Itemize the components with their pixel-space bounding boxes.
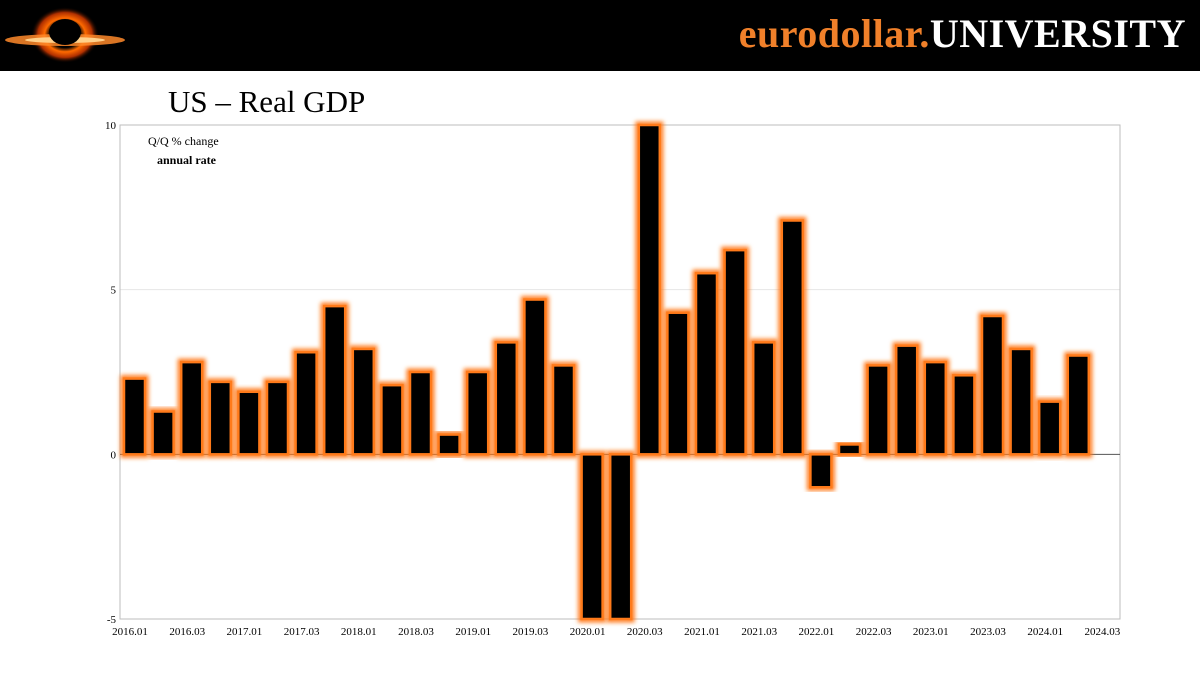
bar: [608, 453, 633, 621]
x-tick-label: 2024.01: [1027, 626, 1063, 638]
chart-title: US – Real GDP: [168, 84, 366, 119]
bar: [1037, 400, 1062, 456]
bar: [980, 314, 1005, 456]
y-tick-label: 5: [111, 285, 117, 297]
bar: [1066, 354, 1091, 456]
bar: [151, 410, 175, 456]
bar: [494, 341, 519, 456]
bar: [208, 380, 233, 456]
bar: [551, 364, 576, 456]
brand-part-university: UNIVERSITY: [929, 11, 1186, 56]
bar: [523, 298, 547, 456]
x-tick-label: 2022.01: [799, 626, 835, 638]
bar: [580, 453, 604, 621]
bar: [237, 390, 261, 456]
x-tick-label: 2018.01: [341, 626, 377, 638]
x-tick-label: 2019.01: [455, 626, 491, 638]
bar: [465, 370, 490, 456]
bar: [179, 360, 204, 456]
x-tick-label: 2017.03: [284, 626, 320, 638]
x-tick-label: 2017.01: [227, 626, 263, 638]
black-hole-logo-icon: [5, 7, 125, 63]
bar: [866, 364, 890, 456]
x-tick-label: 2019.03: [513, 626, 549, 638]
x-tick-label: 2023.01: [913, 626, 949, 638]
y-tick-label: 10: [105, 120, 117, 132]
x-tick-label: 2018.03: [398, 626, 434, 638]
bar: [694, 271, 719, 456]
x-tick-label: 2020.03: [627, 626, 663, 638]
x-tick-label: 2020.01: [570, 626, 606, 638]
bar: [351, 347, 376, 456]
bar: [809, 453, 833, 489]
y-tick-label: 0: [111, 449, 117, 461]
bar: [751, 341, 776, 456]
chart-annotation-rate: annual rate: [157, 153, 217, 167]
bar: [322, 304, 347, 456]
bar: [952, 374, 976, 456]
x-tick-label: 2016.01: [112, 626, 148, 638]
bar: [637, 123, 662, 456]
header-bar: eurodollar.UNIVERSITY: [0, 0, 1200, 71]
brand-part-eurodollar: eurodollar.: [738, 11, 930, 56]
bar: [380, 383, 404, 456]
bar: [122, 377, 147, 456]
x-tick-label: 2016.03: [169, 626, 205, 638]
x-tick-label: 2021.01: [684, 626, 720, 638]
bar: [923, 360, 948, 456]
bar: [408, 370, 433, 456]
bar: [780, 219, 805, 456]
bar: [837, 443, 862, 456]
bar: [437, 433, 461, 456]
x-tick-label: 2023.03: [970, 626, 1006, 638]
chart-annotation-unit: Q/Q % change: [148, 134, 219, 148]
bar: [294, 350, 318, 456]
x-tick-label: 2024.03: [1085, 626, 1121, 638]
bar: [666, 311, 690, 456]
brand-wordmark: eurodollar.UNIVERSITY: [739, 10, 1186, 57]
bar: [723, 248, 747, 456]
bar: [265, 380, 290, 456]
x-tick-label: 2022.03: [856, 626, 892, 638]
x-tick-label: 2021.03: [741, 626, 777, 638]
bar: [1009, 347, 1033, 456]
y-tick-label: -5: [107, 614, 117, 626]
bar: [894, 344, 919, 456]
